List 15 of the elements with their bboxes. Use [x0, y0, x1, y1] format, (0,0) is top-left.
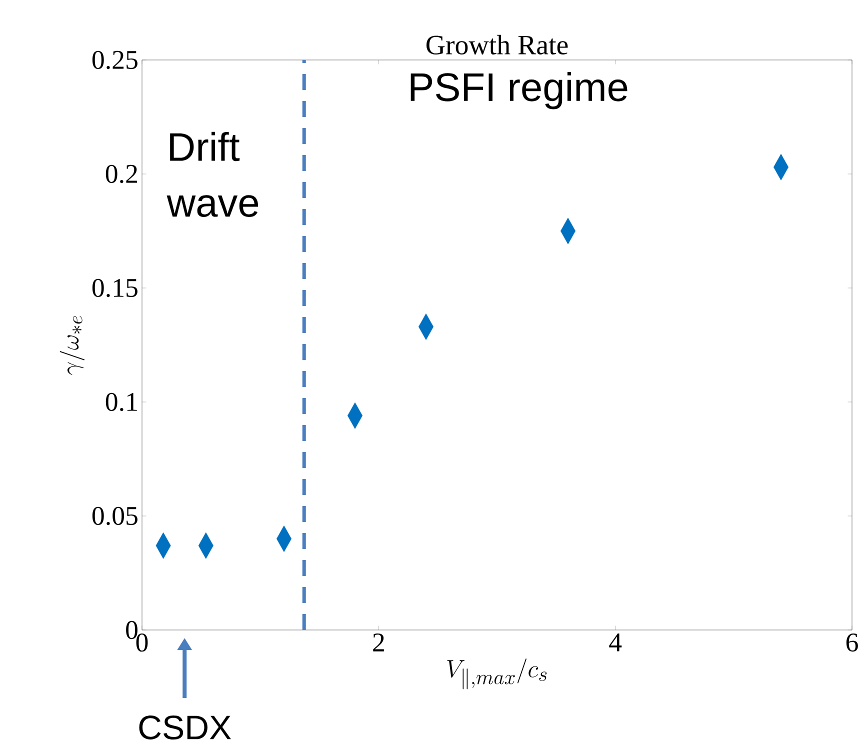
- y-tick-label: 0.05: [92, 506, 138, 526]
- x-tick-label: 6: [846, 634, 858, 652]
- x-axis-title: $V_{\parallel,max}/c_s$: [447, 658, 547, 690]
- y-tick-label: 0.2: [106, 164, 138, 184]
- y-tick-label: 0.15: [92, 278, 138, 298]
- text: CSDX: [139, 716, 231, 740]
- chart-title: Growth Rate: [426, 34, 568, 54]
- annotation: PSFI regime: [410, 72, 628, 110]
- y-axis-title: $\gamma/\omega_{*e}$: [60, 316, 85, 375]
- y-tick-label: 0.1: [106, 392, 137, 412]
- x-tick-label: 2: [373, 634, 384, 652]
- y-tick-label: 0: [126, 620, 138, 640]
- x-tick-label: 4: [609, 634, 622, 652]
- annotation: Drift wave: [166, 132, 258, 217]
- y-tick-label: 0.25: [92, 50, 138, 70]
